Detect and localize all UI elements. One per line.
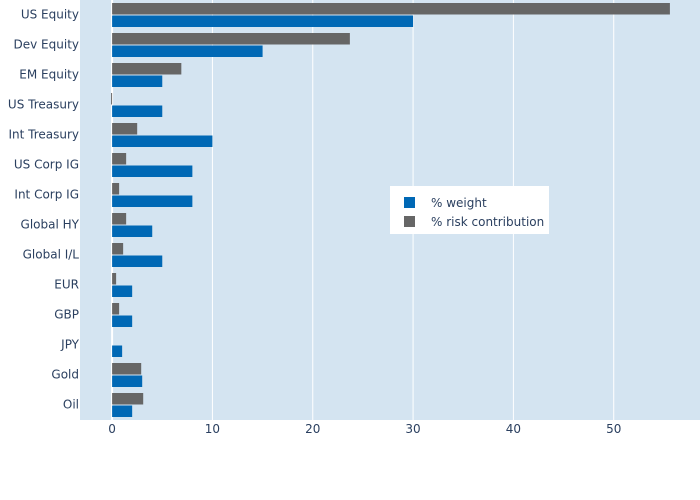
y-tick-labels: US Equity Dev Equity EM Equity US Treasury I… xyxy=(8,8,80,412)
bar-risk-us-equity xyxy=(112,3,670,15)
bar-risk-eur xyxy=(112,273,117,285)
bar-weight-jpy xyxy=(112,345,123,357)
y-tick-label-eur: EUR xyxy=(54,278,79,292)
bar-risk-global-hy xyxy=(112,213,127,225)
bar-risk-oil xyxy=(112,393,144,405)
x-tick-label-40: 40 xyxy=(506,422,521,436)
y-tick-label-int-treasury: Int Treasury xyxy=(8,128,79,142)
bar-weight-global-hy xyxy=(112,225,153,237)
bar-weight-gbp xyxy=(112,315,133,327)
bar-risk-dev-equity xyxy=(112,33,350,45)
x-tick-label-10: 10 xyxy=(205,422,220,436)
bar-weight-dev-equity xyxy=(112,45,263,57)
x-tick-labels: 0 10 20 30 40 50 xyxy=(108,422,621,436)
bar-risk-int-corp-ig xyxy=(112,183,120,195)
legend: % weight % risk contribution xyxy=(390,186,549,234)
y-tick-label-us-corp-ig: US Corp IG xyxy=(14,158,79,172)
bar-weight-us-treasury xyxy=(112,105,163,117)
bar-weight-int-treasury xyxy=(112,135,213,147)
bar-risk-em-equity xyxy=(112,63,182,75)
bar-weight-em-equity xyxy=(112,75,163,87)
y-tick-label-jpy: JPY xyxy=(60,338,80,352)
y-tick-label-us-treasury: US Treasury xyxy=(8,98,79,112)
bar-weight-us-corp-ig xyxy=(112,165,193,177)
bar-weight-eur xyxy=(112,285,133,297)
legend-label-risk-contribution: % risk contribution xyxy=(431,214,545,229)
legend-swatch-risk-contribution xyxy=(404,216,415,227)
bar-weight-int-corp-ig xyxy=(112,195,193,207)
x-tick-label-0: 0 xyxy=(108,422,116,436)
bars xyxy=(111,3,670,417)
y-tick-label-oil: Oil xyxy=(63,398,79,412)
legend-swatch-weight xyxy=(404,197,415,208)
bar-weight-global-i-l xyxy=(112,255,163,267)
bar-risk-gold xyxy=(112,363,142,375)
bar-risk-global-i-l xyxy=(112,243,124,255)
y-tick-label-global-i-l: Global I/L xyxy=(23,248,80,262)
legend-item-risk-contribution[interactable]: % risk contribution xyxy=(404,212,549,231)
bar-weight-gold xyxy=(112,375,143,387)
y-tick-label-gbp: GBP xyxy=(54,308,79,322)
legend-label-weight: % weight xyxy=(431,195,487,210)
y-tick-label-em-equity: EM Equity xyxy=(19,68,79,82)
y-tick-label-int-corp-ig: Int Corp IG xyxy=(14,188,79,202)
x-tick-label-50: 50 xyxy=(606,422,621,436)
y-tick-label-us-equity: US Equity xyxy=(21,8,79,22)
bar-weight-us-equity xyxy=(112,15,414,27)
x-tick-label-20: 20 xyxy=(305,422,320,436)
y-tick-label-dev-equity: Dev Equity xyxy=(14,38,79,52)
legend-item-weight[interactable]: % weight xyxy=(404,193,549,212)
bar-risk-gbp xyxy=(112,303,120,315)
bar-risk-int-treasury xyxy=(112,123,138,135)
y-tick-label-global-hy: Global HY xyxy=(21,218,80,232)
x-tick-label-30: 30 xyxy=(405,422,420,436)
bar-weight-oil xyxy=(112,405,133,417)
y-tick-label-gold: Gold xyxy=(51,368,79,382)
bar-risk-us-treasury xyxy=(111,93,113,105)
bar-risk-us-corp-ig xyxy=(112,153,127,165)
